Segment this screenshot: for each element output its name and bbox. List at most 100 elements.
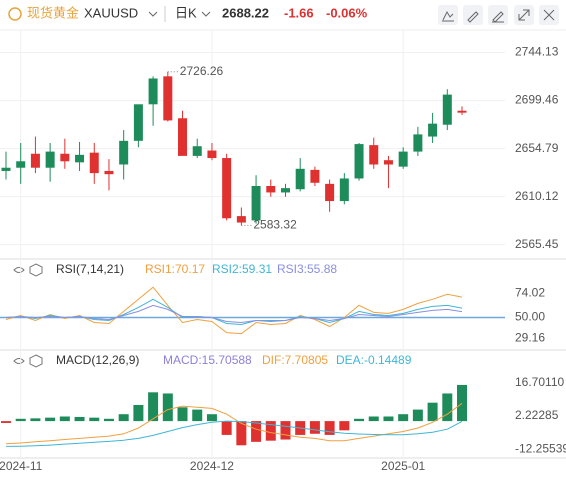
header: 现货黄金 XAUUSD 日K 2688.22 -1.66 -0.06% bbox=[8, 5, 559, 25]
macd-bar bbox=[398, 414, 409, 422]
candle-body bbox=[16, 161, 26, 168]
panel-icons[interactable] bbox=[13, 354, 43, 368]
y-tick-label: 2699.46 bbox=[515, 93, 559, 107]
candle-body bbox=[310, 169, 320, 183]
period[interactable]: 日K bbox=[175, 5, 197, 20]
candle-body bbox=[133, 104, 143, 141]
candle-body bbox=[251, 185, 261, 221]
candle-body bbox=[104, 170, 114, 175]
macd-bar bbox=[339, 421, 350, 431]
tool-icon bbox=[543, 9, 555, 21]
macd-bar bbox=[324, 421, 335, 435]
macd-bar bbox=[383, 416, 394, 422]
macd-bar bbox=[118, 414, 129, 422]
instrument-name[interactable]: 现货黄金 bbox=[27, 5, 79, 20]
legend-entry: MACD:15.70588 bbox=[163, 353, 252, 367]
tool-icon bbox=[492, 11, 504, 23]
dropdown-icon[interactable] bbox=[201, 11, 211, 17]
tool-icon bbox=[467, 11, 479, 23]
x-tick-label: 2025-01 bbox=[381, 459, 425, 473]
candle-body bbox=[295, 168, 305, 190]
candle-body bbox=[339, 178, 349, 202]
candle-body bbox=[148, 78, 158, 105]
legend-entry: DEA:-0.14489 bbox=[336, 353, 412, 367]
dropdown-icon[interactable] bbox=[148, 11, 158, 17]
price: 2688.22 bbox=[222, 5, 269, 20]
candle-body bbox=[75, 154, 85, 163]
candle-body bbox=[178, 118, 188, 156]
rsi-line bbox=[5, 304, 463, 324]
macd-bar bbox=[236, 421, 247, 446]
candle-body bbox=[236, 216, 246, 223]
y-tick-label: 2610.12 bbox=[515, 189, 559, 203]
candle-body bbox=[428, 123, 438, 137]
candle-body bbox=[442, 94, 452, 125]
y-tick-label: 16.70110 bbox=[515, 375, 564, 389]
legend-entry: DIF:7.70805 bbox=[262, 353, 328, 367]
macd-bar bbox=[427, 402, 438, 422]
candle-body bbox=[325, 183, 335, 202]
macd-bar bbox=[30, 418, 41, 422]
macd-line bbox=[5, 420, 463, 447]
candle-body bbox=[354, 144, 364, 179]
macd-bar bbox=[162, 393, 173, 422]
y-tick-label: 50.00 bbox=[515, 310, 545, 324]
panel-icons[interactable] bbox=[13, 263, 43, 277]
candle-body bbox=[222, 158, 232, 219]
candle-body bbox=[280, 188, 290, 193]
macd-bar bbox=[133, 404, 144, 422]
panel-title: MACD(12,26,9) bbox=[56, 353, 139, 367]
candle-body bbox=[163, 76, 173, 121]
tool-button[interactable] bbox=[438, 5, 458, 25]
candle-body bbox=[369, 145, 379, 165]
y-tick-label: 2565.45 bbox=[515, 237, 559, 251]
candle-body bbox=[266, 185, 276, 193]
candle-body bbox=[89, 152, 99, 174]
macd-bar bbox=[59, 416, 70, 422]
candle-body bbox=[398, 151, 408, 167]
candle-body bbox=[60, 153, 70, 162]
macd-bar bbox=[442, 393, 453, 422]
macd-bar bbox=[265, 421, 276, 441]
macd-bar bbox=[206, 414, 217, 422]
y-tick-label: 2654.79 bbox=[515, 141, 559, 155]
candle-body bbox=[383, 160, 393, 165]
candle-body bbox=[45, 151, 55, 168]
candle-body bbox=[413, 134, 423, 152]
candle-body bbox=[119, 140, 129, 165]
symbol-icon bbox=[8, 7, 22, 21]
candle-body bbox=[192, 146, 202, 156]
y-tick-label: 29.16 bbox=[515, 331, 545, 345]
tool-icon bbox=[518, 9, 530, 21]
x-tick-label: 2024-11 bbox=[0, 459, 43, 473]
legend-entry: RSI3:55.88 bbox=[277, 262, 337, 276]
y-tick-label: -12.25539 bbox=[515, 442, 566, 456]
macd-bar bbox=[251, 421, 262, 442]
macd-bar bbox=[280, 421, 291, 440]
macd-bar bbox=[412, 409, 423, 422]
legend-entry: RSI1:70.17 bbox=[145, 262, 205, 276]
macd-bar bbox=[354, 418, 365, 422]
y-tick-label: 74.02 bbox=[515, 285, 545, 299]
extreme-label: 2583.32 bbox=[253, 218, 297, 232]
symbol[interactable]: XAUUSD bbox=[84, 5, 138, 20]
macd-bar bbox=[368, 416, 379, 422]
macd-bar bbox=[1, 421, 11, 423]
macd-bar bbox=[221, 421, 232, 435]
candle-body bbox=[457, 110, 467, 113]
y-tick-label: 2744.13 bbox=[515, 45, 559, 59]
candle-body bbox=[30, 153, 40, 168]
extreme-label: 2726.26 bbox=[180, 64, 224, 78]
change: -1.66 bbox=[284, 5, 314, 20]
macd-bar bbox=[192, 409, 203, 422]
candle-body bbox=[1, 167, 11, 171]
macd-bar bbox=[89, 417, 100, 422]
y-tick-label: 2.22285 bbox=[515, 408, 559, 422]
legend-entry: RSI2:59.31 bbox=[212, 262, 272, 276]
macd-bar bbox=[457, 384, 468, 422]
change-pct: -0.06% bbox=[326, 5, 368, 20]
macd-bar bbox=[177, 407, 188, 422]
macd-bar bbox=[148, 392, 159, 422]
